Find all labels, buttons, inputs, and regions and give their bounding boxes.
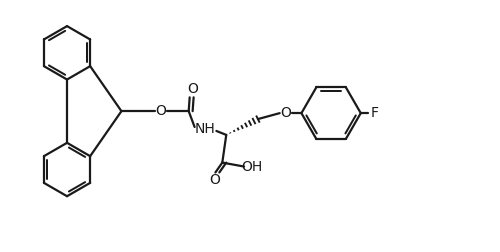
Text: NH: NH <box>194 122 215 136</box>
Text: O: O <box>187 82 198 97</box>
Text: O: O <box>280 106 291 120</box>
Text: O: O <box>209 173 220 187</box>
Text: F: F <box>370 106 378 120</box>
Text: O: O <box>156 104 166 118</box>
Text: OH: OH <box>242 160 262 174</box>
